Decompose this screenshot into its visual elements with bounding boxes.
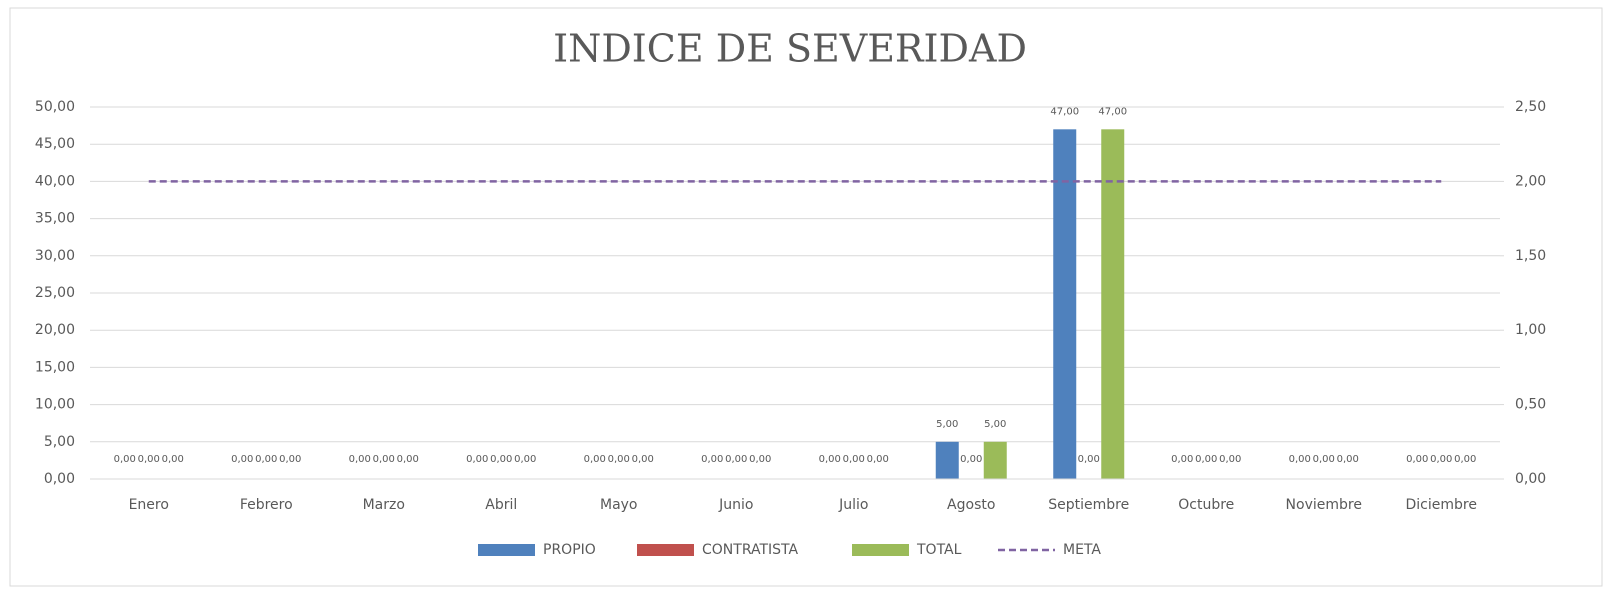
data-label: 0,00 [584, 454, 606, 465]
data-label: 0,00 [490, 454, 512, 465]
legend-label: META [1063, 542, 1101, 558]
data-label: 0,00 [1313, 454, 1335, 465]
x-tick-label: Septiembre [1048, 497, 1129, 513]
data-label: 5,00 [936, 419, 958, 430]
bar [1053, 129, 1077, 479]
data-label: 47,00 [1098, 106, 1127, 117]
x-tick-label: Enero [129, 497, 169, 513]
data-label: 0,00 [725, 454, 747, 465]
data-label: 5,00 [984, 419, 1006, 430]
data-label: 0,00 [1289, 454, 1311, 465]
data-label: 0,00 [397, 454, 419, 465]
y-tick-label: 45,00 [35, 136, 75, 152]
data-label: 0,00 [1430, 454, 1452, 465]
data-label: 0,00 [1171, 454, 1193, 465]
data-label: 0,00 [632, 454, 654, 465]
x-tick-label: Mayo [600, 497, 638, 513]
data-label: 0,00 [701, 454, 723, 465]
data-label: 0,00 [819, 454, 841, 465]
data-label: 0,00 [1078, 454, 1100, 465]
y-tick-label: 0,00 [44, 471, 75, 487]
y-tick-label: 25,00 [35, 285, 75, 301]
data-label: 0,00 [138, 454, 160, 465]
chart-border [9, 7, 1603, 587]
data-label: 0,00 [749, 454, 771, 465]
data-label: 0,00 [114, 454, 136, 465]
y-tick-label: 40,00 [35, 173, 75, 189]
data-label: 0,00 [514, 454, 536, 465]
y-tick-label: 35,00 [35, 211, 75, 227]
data-label: 0,00 [960, 454, 982, 465]
data-label: 0,00 [231, 454, 253, 465]
x-tick-label: Julio [838, 497, 868, 513]
y2-tick-label: 1,50 [1515, 248, 1546, 264]
x-tick-label: Noviembre [1286, 497, 1362, 513]
data-label: 0,00 [349, 454, 371, 465]
legend-swatch [637, 544, 694, 556]
bar [983, 441, 1007, 479]
data-label: 0,00 [1195, 454, 1217, 465]
chart-title: INDICE DE SEVERIDAD [553, 27, 1027, 71]
x-tick-label: Agosto [947, 497, 995, 513]
data-label: 0,00 [608, 454, 630, 465]
y-tick-label: 20,00 [35, 322, 75, 338]
y2-tick-label: 0,50 [1515, 397, 1546, 413]
x-tick-label: Octubre [1178, 497, 1234, 513]
x-tick-label: Junio [718, 497, 753, 513]
data-label: 0,00 [373, 454, 395, 465]
x-tick-label: Marzo [363, 497, 405, 513]
legend-swatch [852, 544, 909, 556]
legend-swatch [478, 544, 535, 556]
bar [1101, 129, 1125, 479]
data-label: 0,00 [1406, 454, 1428, 465]
y-tick-label: 10,00 [35, 397, 75, 413]
legend-label: TOTAL [916, 542, 962, 558]
y2-tick-label: 0,00 [1515, 471, 1546, 487]
y-tick-label: 50,00 [35, 99, 75, 115]
y-tick-label: 15,00 [35, 359, 75, 375]
y2-tick-label: 2,00 [1515, 173, 1546, 189]
y2-tick-label: 1,00 [1515, 322, 1546, 338]
legend-label: CONTRATISTA [702, 542, 799, 558]
data-label: 0,00 [255, 454, 277, 465]
data-label: 0,00 [466, 454, 488, 465]
data-label: 0,00 [1337, 454, 1359, 465]
x-tick-label: Abril [485, 497, 517, 513]
data-label: 0,00 [1219, 454, 1241, 465]
y-tick-label: 30,00 [35, 248, 75, 264]
data-label: 0,00 [867, 454, 889, 465]
bar [935, 441, 959, 479]
x-tick-label: Febrero [240, 497, 293, 513]
x-tick-label: Diciembre [1406, 497, 1477, 513]
data-label: 47,00 [1050, 106, 1079, 117]
y-tick-label: 5,00 [44, 434, 75, 450]
data-label: 0,00 [279, 454, 301, 465]
data-label: 0,00 [843, 454, 865, 465]
data-label: 0,00 [162, 454, 184, 465]
y2-tick-label: 2,50 [1515, 99, 1546, 115]
data-label: 0,00 [1454, 454, 1476, 465]
legend-label: PROPIO [543, 542, 596, 558]
